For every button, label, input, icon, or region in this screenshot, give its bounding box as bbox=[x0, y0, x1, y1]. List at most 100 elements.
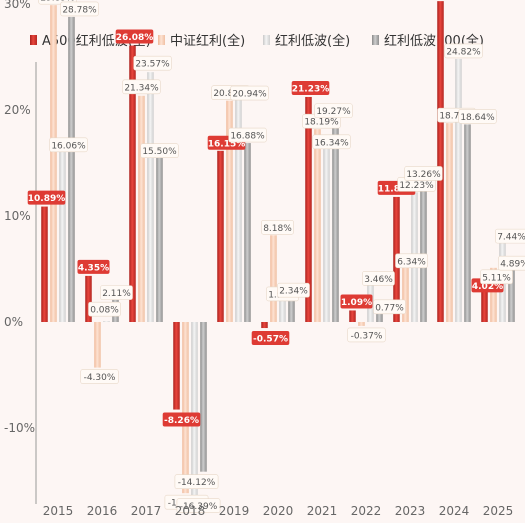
bar bbox=[103, 321, 110, 322]
data-label-text: 4.89% bbox=[500, 260, 525, 270]
data-labels: 10.89% 4.35% 26.08% -8.26% 16.15% -0.57% 21.23… bbox=[27, 0, 525, 514]
x-tick-label: 2023 bbox=[395, 504, 426, 518]
legend-swatch bbox=[158, 35, 165, 45]
data-label-text: 16.34% bbox=[314, 138, 349, 148]
x-axis: 2015 2016 2017 2018 2019 2020 2021 2022 2023 2024… bbox=[43, 504, 514, 518]
data-label-text: 10.89% bbox=[28, 194, 66, 204]
bar bbox=[376, 313, 383, 322]
bar bbox=[349, 310, 356, 322]
data-label-text: -0.57% bbox=[253, 335, 288, 345]
data-label-text: 26.08% bbox=[116, 33, 154, 43]
data-label: 19.27% bbox=[314, 103, 353, 119]
bar bbox=[68, 16, 75, 322]
y-tick-label: 10% bbox=[4, 209, 31, 223]
bar bbox=[235, 100, 242, 322]
data-label: 16.88% bbox=[228, 127, 267, 143]
bar bbox=[138, 95, 145, 323]
legend: A500红利低波(全) 中证红利(全) 红利低波(全) 红利低波100(全) bbox=[30, 33, 484, 49]
bar bbox=[358, 322, 365, 326]
data-label: 4.35% bbox=[77, 259, 110, 274]
y-tick-label: 20% bbox=[4, 103, 31, 117]
bar bbox=[217, 150, 224, 322]
data-label-text: 16.06% bbox=[51, 141, 86, 151]
data-label: 16.34% bbox=[312, 134, 351, 150]
data-label-text: 3.46% bbox=[364, 275, 393, 285]
data-label: 13.26% bbox=[404, 166, 443, 181]
x-tick-label: 2019 bbox=[219, 504, 250, 518]
data-label-text: 4.35% bbox=[78, 263, 109, 273]
data-label-text: -16.39% bbox=[180, 502, 218, 512]
data-label: 20.94% bbox=[230, 85, 269, 101]
data-label: 24.82% bbox=[444, 43, 483, 59]
data-label-text: 24.82% bbox=[446, 47, 481, 57]
data-label-text: 1.09% bbox=[341, 298, 372, 308]
x-tick-label: 2024 bbox=[439, 504, 470, 518]
bar bbox=[261, 322, 268, 329]
data-label-text: 7.44% bbox=[497, 233, 525, 243]
data-label: 5.11% bbox=[480, 269, 513, 285]
data-label-text: 21.23% bbox=[292, 84, 330, 94]
x-tick-label: 2015 bbox=[43, 504, 74, 518]
x-tick-label: 2022 bbox=[351, 504, 382, 518]
x-tick-label: 2016 bbox=[87, 504, 118, 518]
data-label: -4.30% bbox=[80, 369, 119, 384]
data-label-text: 15.50% bbox=[142, 147, 177, 157]
data-label: 3.46% bbox=[362, 271, 395, 286]
data-label: 2.11% bbox=[100, 285, 133, 300]
data-label-text: 20.94% bbox=[232, 90, 267, 100]
data-label-text: 13.26% bbox=[406, 170, 441, 180]
data-label-text: 16.15% bbox=[208, 139, 246, 149]
bar bbox=[464, 124, 471, 322]
bar bbox=[191, 322, 198, 496]
data-label: 23.57% bbox=[133, 55, 172, 71]
legend-swatch bbox=[263, 35, 270, 45]
y-tick-label: 30% bbox=[4, 0, 31, 11]
data-label: 26.08% bbox=[115, 29, 154, 44]
bar bbox=[455, 58, 462, 323]
data-label: 21.34% bbox=[122, 79, 161, 95]
data-label: 18.64% bbox=[458, 109, 497, 124]
bar bbox=[226, 100, 233, 322]
bar bbox=[288, 297, 295, 322]
legend-swatch bbox=[372, 35, 379, 45]
bar bbox=[323, 148, 330, 322]
data-label: -14.12% bbox=[174, 474, 219, 489]
data-label-text: 8.18% bbox=[263, 224, 292, 234]
bar bbox=[85, 275, 92, 322]
data-label: 7.44% bbox=[495, 228, 525, 244]
data-label-text: 11.80% bbox=[378, 184, 416, 194]
bar bbox=[270, 235, 277, 322]
data-label: 8.18% bbox=[261, 219, 294, 235]
data-label-text: 21.34% bbox=[124, 83, 159, 93]
data-label-text: 2.11% bbox=[102, 289, 131, 299]
bar bbox=[481, 279, 488, 322]
data-label-text: 29.89% bbox=[40, 0, 75, 4]
bar bbox=[156, 157, 163, 322]
bar bbox=[244, 143, 251, 322]
data-label-text: 23.57% bbox=[135, 60, 170, 70]
bar bbox=[59, 151, 66, 322]
y-tick-label: -10% bbox=[4, 421, 35, 435]
data-label-text: 16.88% bbox=[230, 132, 265, 142]
data-label-text: 4.02% bbox=[472, 282, 503, 292]
data-label: 1.09% bbox=[340, 294, 373, 309]
data-label-text: -4.30% bbox=[84, 373, 116, 383]
data-label-text: 18.76% bbox=[439, 112, 474, 122]
data-label-text: 19.27% bbox=[316, 107, 351, 117]
data-label: -16.39% bbox=[176, 498, 221, 514]
bar bbox=[305, 96, 312, 322]
data-label: 10.89% bbox=[27, 190, 66, 205]
x-tick-label: 2021 bbox=[307, 504, 338, 518]
data-label-text: -8.26% bbox=[164, 416, 199, 426]
data-label-text: 0.08% bbox=[90, 306, 119, 316]
data-label: 16.06% bbox=[49, 137, 88, 153]
y-axis: 30%20%10%0%-10%-20% bbox=[4, 0, 37, 504]
bars bbox=[41, 1, 515, 496]
data-label: 2.34% bbox=[277, 282, 310, 298]
bar bbox=[402, 254, 409, 322]
data-label-text: 12.23% bbox=[399, 181, 434, 191]
data-label-text: 0.77% bbox=[375, 303, 404, 313]
bar bbox=[50, 5, 57, 323]
y-tick-label: 0% bbox=[4, 315, 23, 329]
